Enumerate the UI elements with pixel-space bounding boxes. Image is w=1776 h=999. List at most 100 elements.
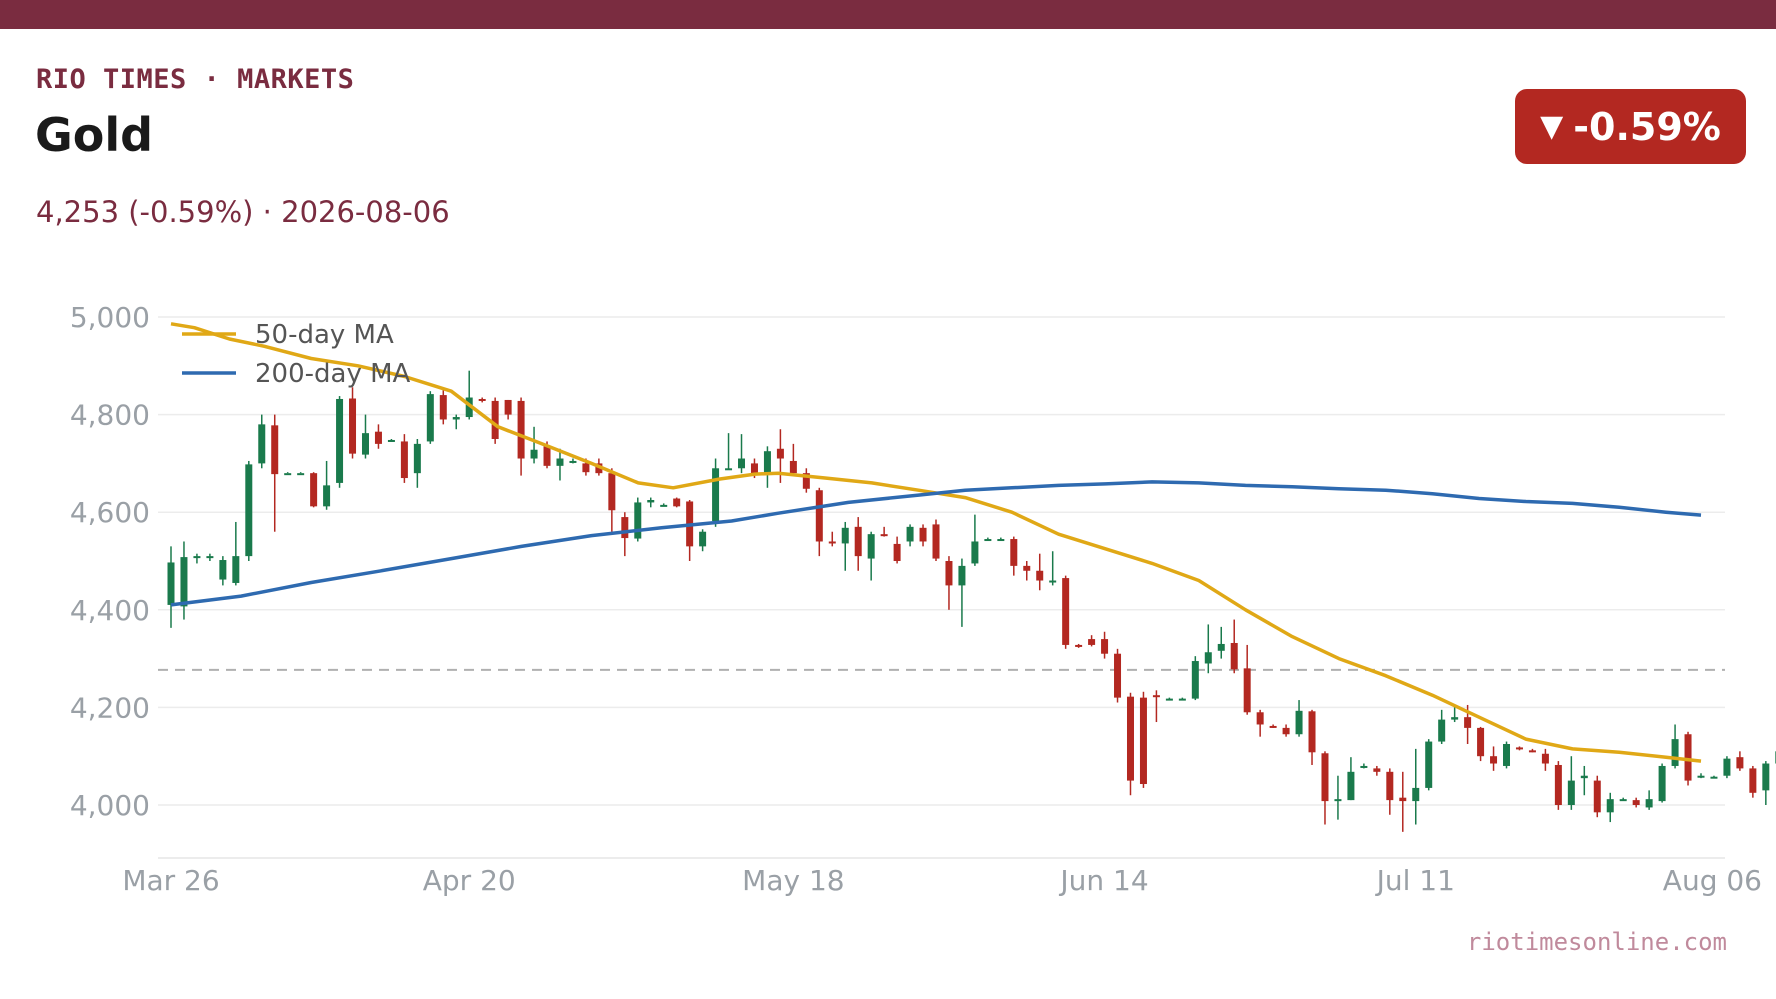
candle-body [893, 543, 901, 561]
candle-body [452, 417, 460, 420]
candle-body [180, 557, 188, 607]
x-tick-label: Mar 26 [122, 864, 219, 897]
candle-body [699, 531, 707, 547]
candle-body [738, 458, 746, 469]
candle-body [1139, 697, 1147, 785]
candle-body [271, 425, 279, 475]
candle-body [750, 463, 758, 474]
top-accent-bar [0, 0, 1776, 29]
y-tick-label: 4,600 [70, 496, 150, 529]
candle-body [673, 498, 681, 507]
y-tick-label: 4,400 [70, 594, 150, 627]
candle-body [1593, 780, 1601, 813]
candle-body [582, 463, 590, 473]
candle-body [1464, 717, 1472, 728]
candle-body [1619, 799, 1627, 802]
candle-body [1438, 719, 1446, 742]
candle-body [1451, 717, 1459, 720]
candle-body [802, 473, 810, 489]
candle-body [789, 460, 797, 474]
candle-body [1152, 695, 1160, 698]
candle-body [621, 517, 629, 539]
candle-body [1308, 711, 1316, 753]
candle-body [1762, 763, 1770, 791]
x-tick-label: Apr 20 [423, 864, 516, 897]
candle-body [1477, 727, 1485, 757]
candle-body [867, 534, 875, 559]
candle-body [1399, 797, 1407, 802]
candle-body [1075, 644, 1083, 647]
candle-body [478, 398, 486, 401]
candle-body [1412, 787, 1420, 802]
candle-body [1580, 775, 1588, 779]
candle-body [297, 473, 305, 476]
candle-body [841, 527, 849, 544]
candle-body [349, 398, 357, 454]
ma50-line [170, 322, 1702, 763]
candle-body [258, 424, 266, 464]
candle-body [543, 446, 551, 466]
down-arrow-icon: ▼ [1540, 109, 1564, 144]
candle-body [426, 394, 434, 442]
candle-body [828, 541, 836, 544]
candle-body [400, 441, 408, 479]
candle-body [1282, 727, 1290, 735]
candle-body [815, 490, 823, 542]
candle-body [712, 468, 720, 521]
candle-body [517, 400, 525, 459]
candle-body [1386, 771, 1394, 801]
candle-body [763, 451, 771, 474]
candle-body [608, 473, 616, 511]
candle-body [984, 539, 992, 542]
y-tick-label: 5,000 [70, 301, 150, 334]
candle-body [1295, 710, 1303, 735]
candle-body [361, 433, 369, 455]
change-badge-value: -0.59% [1573, 104, 1721, 149]
candle-body [284, 473, 292, 476]
candle-body [997, 539, 1005, 542]
candle-body [919, 527, 927, 542]
candle-body [1204, 652, 1212, 664]
candle-body [530, 449, 538, 459]
candle-body [634, 502, 642, 539]
candle-body [1645, 799, 1653, 808]
y-tick-label: 4,200 [70, 691, 150, 724]
candle-body [1101, 639, 1109, 654]
candle-body [1723, 758, 1731, 776]
candle-body [1697, 775, 1705, 778]
candle-body [1088, 639, 1096, 645]
candle-body [880, 534, 888, 537]
candle-body [660, 504, 668, 507]
legend-label: 50-day MA [255, 320, 394, 350]
candle-body [374, 431, 382, 444]
candle-body [1114, 653, 1122, 698]
candle-body [439, 395, 447, 420]
candle-body [1062, 578, 1070, 645]
candle-body [1256, 712, 1264, 725]
brand-label: RIO TIMES · MARKETS [36, 64, 355, 95]
candle-body [1425, 741, 1433, 788]
candle-body [647, 500, 655, 503]
candle-body [1606, 799, 1614, 813]
candle-body [776, 448, 784, 459]
candle-body [1010, 539, 1018, 566]
candle-body [971, 541, 979, 564]
change-badge: ▼ -0.59% [1515, 89, 1746, 164]
candle-body [1230, 642, 1238, 670]
candle-body [167, 562, 175, 605]
candle-body [323, 485, 331, 507]
candle-body [1515, 747, 1523, 750]
x-tick-label: May 18 [742, 864, 844, 897]
candle-body [1360, 765, 1368, 768]
candle-body [1749, 768, 1757, 793]
candle-body [854, 526, 862, 557]
y-tick-label: 4,000 [70, 789, 150, 822]
candle-body [491, 400, 499, 439]
candle-body [1632, 800, 1640, 805]
candle-body [1023, 565, 1031, 571]
candle-body [1528, 750, 1536, 753]
candle-body [1126, 696, 1134, 781]
candle-body [1269, 725, 1277, 728]
candle-body [1321, 753, 1329, 802]
